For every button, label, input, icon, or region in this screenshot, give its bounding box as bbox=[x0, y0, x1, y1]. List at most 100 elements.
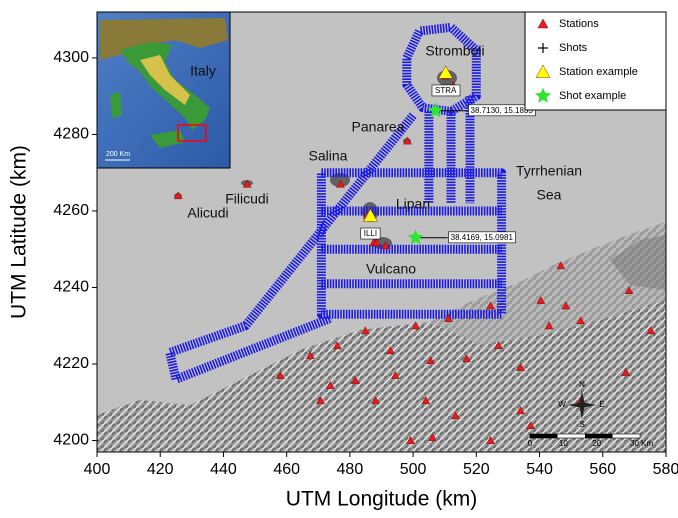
station bbox=[421, 396, 431, 405]
y-tick-label: 4240 bbox=[53, 279, 89, 296]
station bbox=[371, 396, 380, 405]
station bbox=[381, 241, 390, 250]
x-tick-label: 420 bbox=[147, 461, 174, 478]
station bbox=[316, 396, 325, 405]
shot-track bbox=[165, 22, 507, 384]
station bbox=[526, 421, 536, 429]
scale-bar-label: 20 bbox=[592, 439, 601, 448]
legend-symbol bbox=[535, 87, 551, 103]
station bbox=[372, 238, 381, 247]
station bbox=[544, 321, 554, 330]
inset-scale: 200 Km bbox=[106, 151, 130, 158]
station bbox=[386, 346, 395, 355]
y-tick-label: 4300 bbox=[53, 49, 89, 66]
scale-bar-label: 30 Km bbox=[630, 439, 653, 448]
station bbox=[350, 376, 360, 384]
station bbox=[621, 368, 631, 376]
x-tick-label: 400 bbox=[84, 461, 111, 478]
x-tick-label: 500 bbox=[400, 461, 427, 478]
point-label: STRA bbox=[435, 86, 457, 95]
x-tick-label: 480 bbox=[337, 461, 364, 478]
station bbox=[332, 341, 342, 350]
station bbox=[561, 301, 571, 310]
station bbox=[391, 371, 400, 379]
place-label: Filicudi bbox=[225, 191, 269, 207]
station bbox=[173, 191, 183, 200]
station bbox=[494, 341, 503, 350]
station bbox=[576, 316, 585, 325]
place-label: Vulcano bbox=[366, 261, 416, 277]
station bbox=[462, 354, 471, 363]
place-label: Lipari bbox=[396, 196, 430, 212]
station bbox=[242, 179, 252, 188]
station bbox=[516, 363, 525, 371]
station bbox=[336, 179, 345, 188]
legend-symbol bbox=[535, 64, 551, 78]
point-label: 38.4169, 15.0981 bbox=[451, 233, 514, 242]
y-axis-label: UTM Latitude (km) bbox=[8, 145, 31, 319]
legend-label: Shots bbox=[559, 42, 588, 54]
x-axis-label: UTM Longitude (km) bbox=[286, 488, 477, 511]
legend-label: Stations bbox=[559, 18, 599, 30]
label-box bbox=[431, 84, 461, 97]
compass-label: E bbox=[599, 400, 604, 409]
station bbox=[428, 433, 437, 441]
data-layer: STRA ILLI 38.7130, 15.1833 38.4169, 15.0981… bbox=[165, 22, 656, 444]
x-tick-label: 580 bbox=[653, 461, 678, 478]
compass-label: N bbox=[579, 380, 585, 389]
station bbox=[516, 406, 525, 415]
station bbox=[556, 261, 566, 270]
plot-frame bbox=[96, 11, 667, 453]
legend: Stations Shots Station example Shot example bbox=[524, 11, 667, 111]
legend-label: Station example bbox=[559, 66, 638, 78]
scale-bar-segment bbox=[530, 434, 558, 438]
x-tick-label: 560 bbox=[589, 461, 616, 478]
place-label: Sea bbox=[537, 187, 562, 203]
x-tick-label: 520 bbox=[463, 461, 490, 478]
compass-label: S bbox=[579, 420, 584, 429]
place-label: Salina bbox=[309, 148, 348, 164]
station bbox=[406, 436, 415, 444]
station bbox=[403, 136, 412, 145]
station bbox=[486, 301, 495, 310]
station bbox=[325, 381, 335, 389]
shot-example bbox=[407, 229, 424, 245]
station bbox=[306, 351, 315, 359]
scale-bar-segment bbox=[585, 434, 613, 438]
station bbox=[363, 208, 378, 222]
legend-symbol bbox=[538, 43, 548, 53]
station bbox=[361, 326, 370, 335]
place-label: Alicudi bbox=[187, 205, 228, 221]
station bbox=[426, 356, 435, 364]
x-tick-label: 540 bbox=[526, 461, 553, 478]
station bbox=[451, 411, 460, 420]
station bbox=[438, 65, 454, 79]
inset-map: 200 Km Italy bbox=[96, 11, 231, 169]
y-tick-label: 4220 bbox=[53, 355, 89, 372]
scale-bar: 0 10 20 30 Km bbox=[528, 433, 653, 448]
point-label: ILLI bbox=[364, 229, 377, 238]
station bbox=[444, 314, 453, 322]
legend-label: Shot example bbox=[559, 90, 626, 102]
legend-symbol bbox=[537, 18, 549, 29]
place-label: Stromboli bbox=[425, 43, 484, 59]
point-label: 38.7130, 15.1833 bbox=[471, 106, 534, 115]
compass-rose bbox=[568, 391, 596, 419]
scale-bar-label: 10 bbox=[559, 439, 568, 448]
shot-example bbox=[427, 102, 444, 118]
y-tick-label: 4200 bbox=[53, 432, 89, 449]
x-tick-label: 460 bbox=[273, 461, 300, 478]
station bbox=[536, 296, 546, 304]
scale-bar-label: 0 bbox=[528, 439, 533, 448]
y-tick-label: 4280 bbox=[53, 126, 89, 143]
compass: N E S W bbox=[558, 380, 604, 429]
station bbox=[411, 321, 420, 330]
compass-label: W bbox=[558, 400, 566, 409]
place-label: Tyrrhenian bbox=[516, 163, 582, 179]
label-box bbox=[360, 227, 381, 240]
x-tick-label: 440 bbox=[210, 461, 237, 478]
y-tick-label: 4260 bbox=[53, 202, 89, 219]
station bbox=[276, 371, 285, 379]
place-label: Panarea bbox=[352, 119, 405, 135]
station bbox=[486, 436, 495, 444]
